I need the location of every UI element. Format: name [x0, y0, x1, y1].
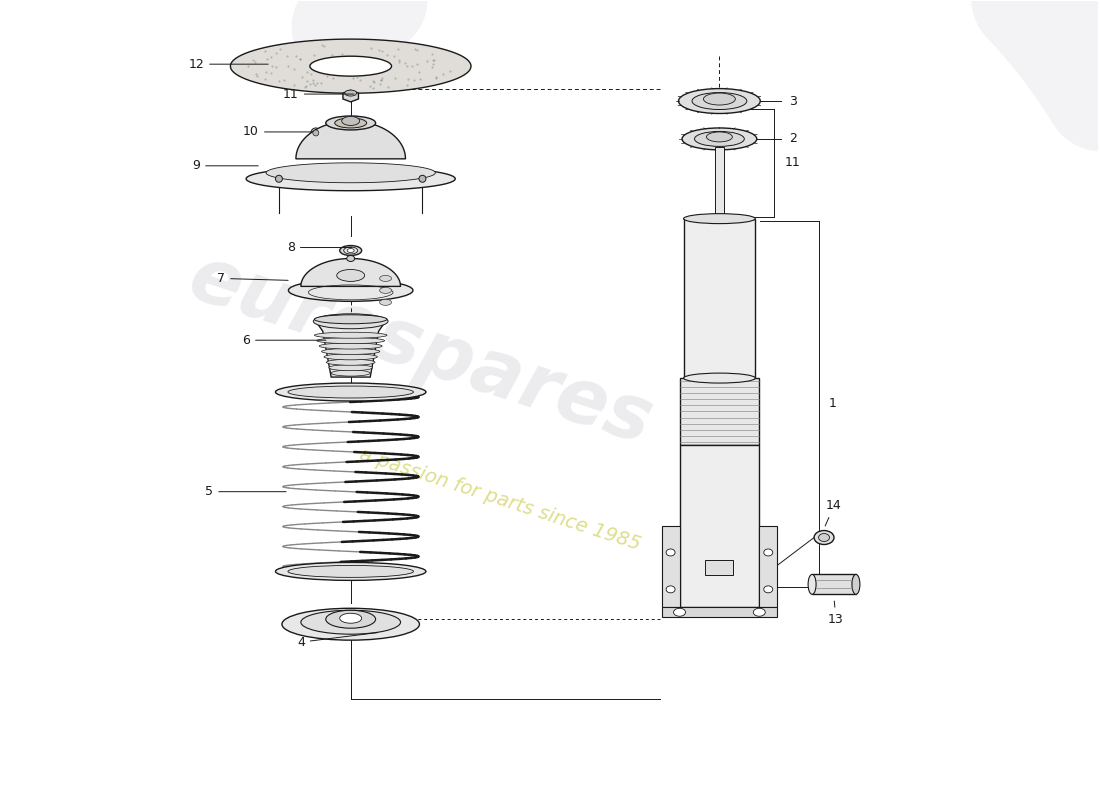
Text: 3: 3: [789, 94, 797, 107]
Ellipse shape: [315, 314, 387, 324]
Ellipse shape: [683, 214, 756, 224]
Ellipse shape: [692, 93, 747, 110]
Text: 6: 6: [242, 334, 326, 346]
Ellipse shape: [275, 562, 426, 580]
Ellipse shape: [331, 370, 371, 376]
Ellipse shape: [379, 287, 392, 294]
Ellipse shape: [682, 128, 757, 150]
Polygon shape: [343, 90, 359, 102]
Ellipse shape: [667, 549, 675, 556]
Ellipse shape: [667, 586, 675, 593]
Ellipse shape: [288, 386, 414, 398]
Ellipse shape: [327, 359, 375, 366]
Ellipse shape: [340, 614, 362, 623]
Ellipse shape: [321, 349, 380, 354]
Ellipse shape: [314, 314, 388, 329]
Ellipse shape: [282, 608, 419, 640]
Bar: [759, 526, 778, 607]
Ellipse shape: [311, 128, 321, 138]
Polygon shape: [812, 574, 856, 594]
Text: 11: 11: [784, 156, 800, 170]
Ellipse shape: [312, 130, 319, 136]
Ellipse shape: [275, 383, 426, 401]
Ellipse shape: [315, 332, 387, 338]
Ellipse shape: [342, 117, 360, 126]
Ellipse shape: [344, 90, 356, 96]
Bar: [661, 526, 680, 607]
Text: 4: 4: [297, 633, 377, 649]
Text: eurospares: eurospares: [179, 240, 661, 460]
Ellipse shape: [319, 343, 382, 349]
Polygon shape: [230, 39, 471, 94]
Bar: [705, 561, 734, 575]
Ellipse shape: [310, 56, 392, 76]
Ellipse shape: [763, 549, 772, 556]
Text: 14: 14: [825, 499, 842, 526]
Text: 11: 11: [283, 87, 354, 101]
Ellipse shape: [326, 116, 375, 130]
Text: 12: 12: [188, 58, 268, 70]
Ellipse shape: [818, 534, 829, 542]
Ellipse shape: [288, 279, 412, 302]
Ellipse shape: [808, 574, 816, 594]
Text: 10: 10: [243, 126, 311, 138]
Ellipse shape: [324, 354, 377, 360]
Ellipse shape: [814, 530, 834, 545]
Ellipse shape: [326, 610, 375, 628]
Ellipse shape: [763, 586, 772, 593]
Ellipse shape: [379, 275, 392, 282]
Polygon shape: [266, 163, 436, 182]
Text: 5: 5: [206, 485, 286, 498]
Text: 9: 9: [192, 159, 258, 172]
Polygon shape: [315, 319, 387, 377]
Ellipse shape: [301, 610, 400, 634]
Text: 8: 8: [287, 241, 352, 254]
Text: 13: 13: [828, 601, 844, 626]
Bar: [680, 445, 759, 607]
Bar: [683, 218, 756, 378]
Polygon shape: [246, 167, 455, 190]
Ellipse shape: [673, 608, 685, 616]
Ellipse shape: [754, 608, 766, 616]
Ellipse shape: [343, 247, 358, 254]
Ellipse shape: [379, 299, 392, 306]
Ellipse shape: [329, 365, 373, 370]
Ellipse shape: [334, 118, 366, 128]
Bar: [715, 147, 724, 218]
Polygon shape: [301, 258, 400, 286]
Ellipse shape: [419, 175, 426, 182]
Text: 1: 1: [829, 398, 837, 410]
Bar: [680, 378, 759, 445]
Ellipse shape: [706, 132, 733, 142]
Bar: [661, 607, 778, 618]
Ellipse shape: [679, 89, 760, 114]
Text: 7: 7: [217, 272, 288, 285]
Ellipse shape: [694, 131, 745, 146]
Ellipse shape: [704, 93, 736, 105]
Polygon shape: [296, 121, 406, 159]
Text: 2: 2: [789, 133, 797, 146]
Ellipse shape: [317, 338, 385, 344]
Ellipse shape: [275, 175, 283, 182]
Ellipse shape: [683, 373, 756, 383]
Ellipse shape: [337, 270, 364, 282]
Text: a passion for parts since 1985: a passion for parts since 1985: [358, 445, 644, 554]
Ellipse shape: [346, 255, 354, 262]
Ellipse shape: [851, 574, 860, 594]
Ellipse shape: [288, 566, 414, 578]
Ellipse shape: [348, 249, 354, 253]
Ellipse shape: [340, 246, 362, 255]
